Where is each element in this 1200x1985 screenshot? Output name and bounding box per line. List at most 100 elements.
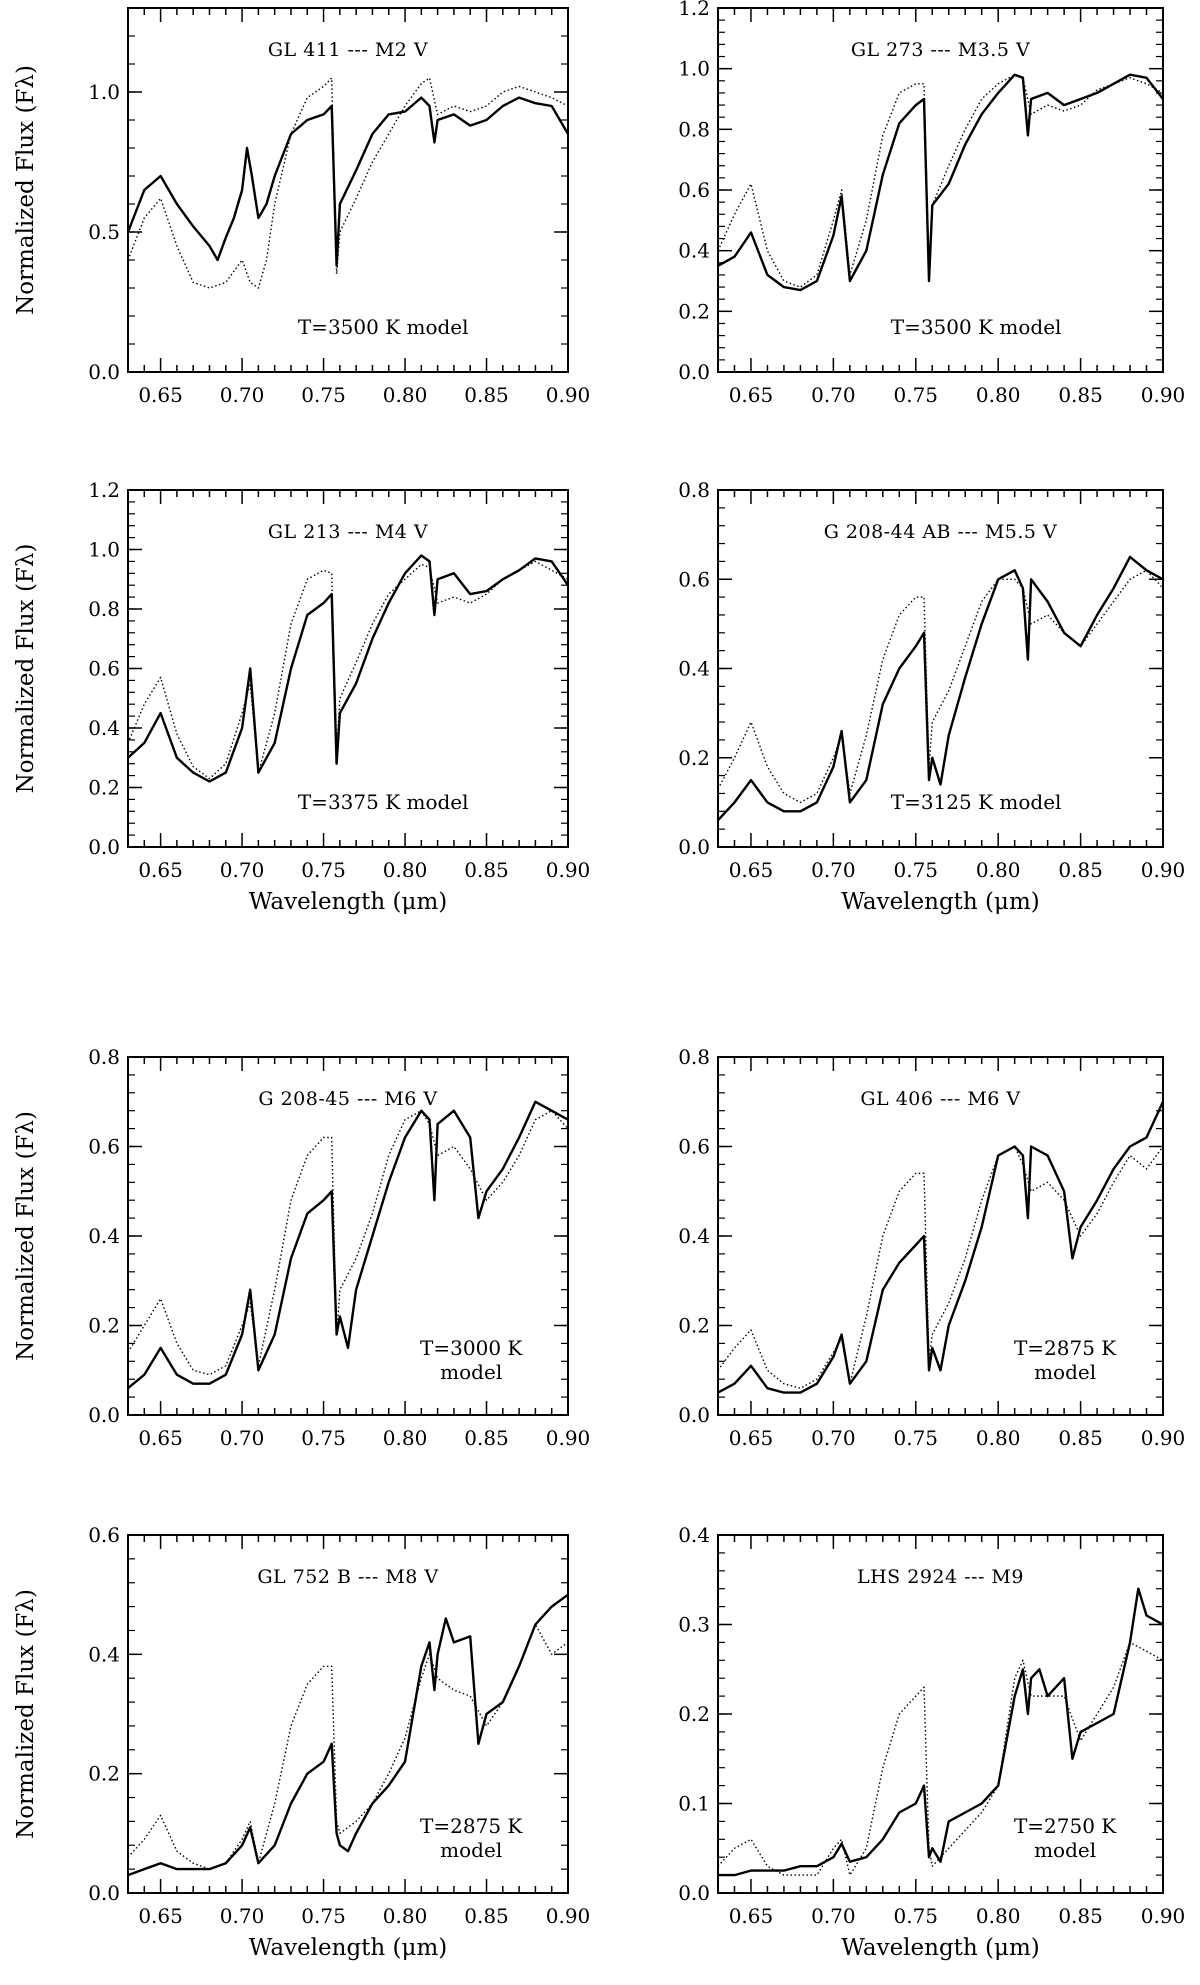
y-tick-label: 0.6 — [678, 1135, 710, 1159]
model-annotation: model — [440, 1838, 502, 1862]
y-tick-label: 0.0 — [88, 360, 120, 384]
x-tick-label: 0.70 — [811, 383, 856, 407]
x-tick-label: 0.75 — [301, 1904, 346, 1928]
x-tick-label: 0.70 — [811, 1904, 856, 1928]
y-tick-label: 0.4 — [88, 1642, 120, 1666]
x-tick-label: 0.85 — [464, 383, 509, 407]
x-axis-label: Wavelength (μm) — [249, 889, 448, 915]
observed-spectrum-line — [127, 554, 569, 783]
x-tick-label: 0.80 — [976, 858, 1021, 882]
y-tick-label: 0.0 — [678, 1403, 710, 1427]
x-tick-label: 0.75 — [301, 858, 346, 882]
x-tick-label: 0.80 — [976, 1904, 1021, 1928]
x-tick-label: 0.70 — [220, 1904, 265, 1928]
x-tick-label: 0.70 — [220, 858, 265, 882]
x-tick-label: 0.75 — [301, 1426, 346, 1450]
x-tick-label: 0.65 — [729, 1426, 774, 1450]
panel-2: 0.65 0.70 0.75 0.80 0.85 0.90 0.0 0.2 0.4 0.6 0.8 1… — [678, 0, 1185, 407]
panel-6: 0.65 0.70 0.75 0.80 0.85 0.90 0.0 0.2 0.4 0.6 0.8 G… — [678, 1045, 1185, 1450]
x-tick-label: 0.85 — [1058, 1904, 1103, 1928]
model-annotation: T=3500 K model — [891, 315, 1062, 339]
x-tick-label: 0.90 — [546, 1904, 591, 1928]
y-tick-label: 0.8 — [678, 478, 710, 502]
y-tick-label: 0.2 — [678, 746, 710, 770]
y-tick-label: 0.0 — [88, 1403, 120, 1427]
plot-frame — [127, 1534, 569, 1894]
x-tick-label: 0.90 — [546, 383, 591, 407]
x-tick-label: 0.70 — [811, 858, 856, 882]
y-tick-label: 0.2 — [88, 1314, 120, 1338]
model-spectrum-line — [717, 73, 1164, 288]
x-tick-label: 0.70 — [811, 1426, 856, 1450]
y-tick-label: 0.8 — [678, 117, 710, 141]
panel-title: GL 273 --- M3.5 V — [851, 39, 1030, 61]
model-annotation: T=3125 K model — [891, 790, 1062, 814]
y-tick-label: 0.0 — [678, 1881, 710, 1905]
x-tick-label: 0.65 — [138, 1904, 183, 1928]
x-tick-label: 0.65 — [729, 858, 774, 882]
model-annotation: T=3500 K model — [298, 315, 469, 339]
y-tick-label: 0.2 — [678, 1314, 710, 1338]
x-tick-label: 0.75 — [301, 383, 346, 407]
x-tick-label: 0.85 — [464, 858, 509, 882]
x-tick-label: 0.70 — [220, 1426, 265, 1450]
x-tick-label: 0.80 — [383, 383, 428, 407]
x-tick-label: 0.85 — [1058, 383, 1103, 407]
panel-8: 0.65 0.70 0.75 0.80 0.85 0.90 0.0 0.1 0.2 0.3 0.4 L… — [678, 1523, 1185, 1961]
y-tick-label: 0.4 — [678, 239, 710, 263]
x-tick-label: 0.90 — [546, 858, 591, 882]
plot-frame — [717, 1056, 1164, 1416]
panel-3: 0.65 0.70 0.75 0.80 0.85 0.90 0.0 0.2 0.4 0.6 0.8 1… — [13, 478, 590, 915]
y-tick-label: 0.6 — [678, 567, 710, 591]
x-tick-label: 0.90 — [1141, 383, 1186, 407]
panel-4: 0.65 0.70 0.75 0.80 0.85 0.90 0.0 0.2 0.4 0.6 0.8 G… — [678, 478, 1185, 915]
x-axis-label: Wavelength (μm) — [841, 1935, 1040, 1961]
panel-title: LHS 2924 --- M9 — [857, 1566, 1024, 1588]
x-tick-label: 0.70 — [220, 383, 265, 407]
x-tick-label: 0.65 — [138, 858, 183, 882]
observed-spectrum-line — [717, 555, 1164, 822]
x-tick-label: 0.85 — [1058, 1426, 1103, 1450]
observed-spectrum-line — [127, 1100, 569, 1390]
model-annotation: T=3000 K — [420, 1336, 523, 1360]
y-tick-label: 1.0 — [88, 538, 120, 562]
y-axis-label: Normalized Flux (Fλ) — [13, 1589, 39, 1839]
y-tick-label: 0.6 — [678, 178, 710, 202]
x-tick-label: 0.80 — [383, 1904, 428, 1928]
y-tick-label: 0.8 — [678, 1045, 710, 1069]
y-tick-label: 0.8 — [88, 597, 120, 621]
x-tick-label: 0.65 — [138, 383, 183, 407]
y-tick-label: 0.4 — [678, 657, 710, 681]
x-tick-label: 0.75 — [894, 858, 939, 882]
observed-spectrum-line — [718, 1587, 1164, 1877]
x-tick-label: 0.90 — [1141, 1426, 1186, 1450]
x-tick-label: 0.75 — [894, 1426, 939, 1450]
y-tick-label: 0.4 — [88, 716, 120, 740]
y-tick-label: 0.6 — [88, 1523, 120, 1547]
y-tick-label: 1.2 — [88, 478, 120, 502]
y-tick-label: 1.0 — [88, 80, 120, 104]
model-spectrum-line — [717, 1641, 1164, 1876]
y-tick-label: 0.1 — [678, 1792, 710, 1816]
model-spectrum-line — [127, 77, 569, 289]
model-annotation: T=2875 K — [420, 1814, 523, 1838]
y-tick-label: 0.4 — [678, 1224, 710, 1248]
panel-title: GL 752 B --- M8 V — [257, 1566, 438, 1588]
x-tick-label: 0.85 — [1058, 858, 1103, 882]
y-axis-label: Normalized Flux (Fλ) — [13, 544, 39, 794]
x-tick-label: 0.90 — [546, 1426, 591, 1450]
x-tick-label: 0.65 — [729, 1904, 774, 1928]
model-annotation: T=3375 K model — [298, 790, 469, 814]
plot-frame — [717, 1534, 1164, 1894]
observed-spectrum-line — [717, 1101, 1165, 1394]
model-spectrum-line — [717, 1145, 1164, 1389]
model-annotation: model — [1034, 1838, 1096, 1862]
panel-1: 0.65 0.70 0.75 0.80 0.85 0.90 0.0 0.5 1.0 GL 411 … — [13, 7, 591, 407]
panel-5: 0.65 0.70 0.75 0.80 0.85 0.90 0.0 0.2 0.4 0.6 0.8 G… — [13, 1045, 590, 1450]
model-annotation: T=2750 K — [1014, 1814, 1117, 1838]
panel-title: GL 411 --- M2 V — [268, 39, 428, 61]
panels-layer: 0.65 0.70 0.75 0.80 0.85 0.90 0.0 0.5 1.0 GL 411 … — [13, 0, 1185, 1961]
x-tick-label: 0.90 — [1141, 1904, 1186, 1928]
y-tick-label: 0.2 — [678, 1702, 710, 1726]
